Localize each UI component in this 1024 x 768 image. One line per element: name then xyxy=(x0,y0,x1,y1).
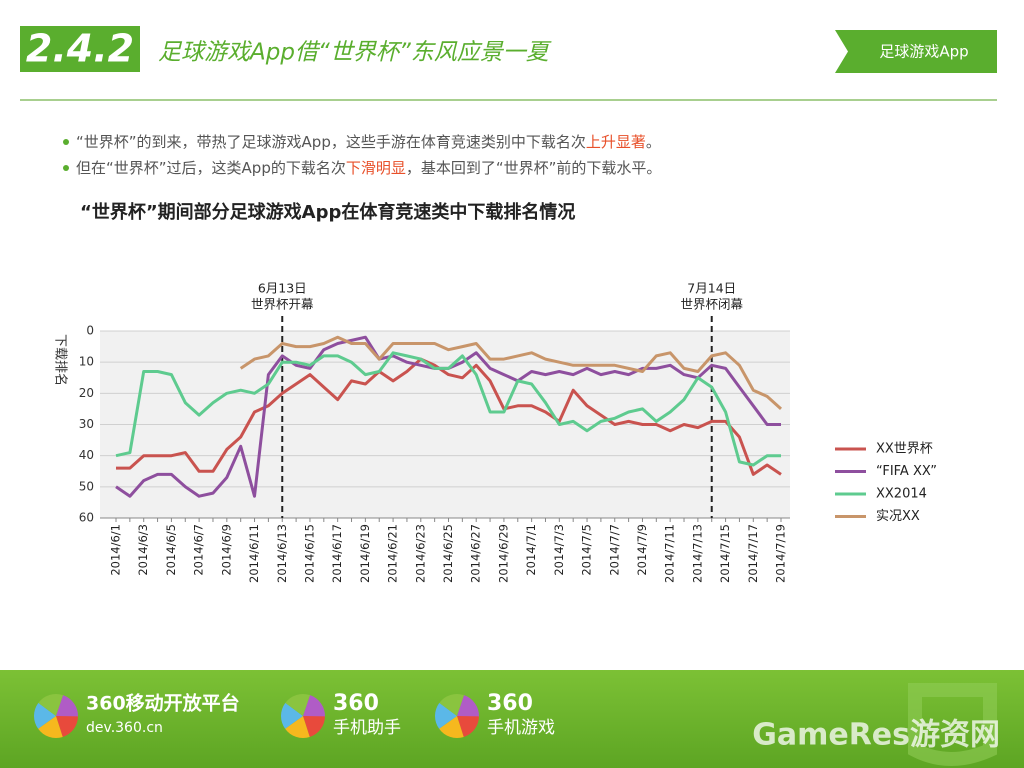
tag-shape xyxy=(835,30,997,73)
x-tick-label: 2014/7/1 xyxy=(524,524,538,576)
watermark: GameRes游资网 xyxy=(752,718,1000,753)
logo-petal xyxy=(38,694,64,716)
highlight: 上升显著 xyxy=(586,133,646,151)
x-tick-label: 2014/7/17 xyxy=(746,524,760,583)
x-tick-label: 2014/6/9 xyxy=(219,524,233,576)
logo-petal xyxy=(457,695,479,717)
x-tick-label: 2014/6/1 xyxy=(109,524,123,576)
bullet-dot xyxy=(63,139,69,145)
x-tick-label: 2014/7/13 xyxy=(690,524,704,583)
y-tick-label: 60 xyxy=(79,511,94,525)
logo-icon xyxy=(34,694,78,739)
x-tick-label: 2014/6/13 xyxy=(275,524,289,583)
x-tick-label: 2014/7/11 xyxy=(663,524,677,583)
footer-decoration xyxy=(908,683,997,766)
section-box xyxy=(20,26,140,72)
legend-label: 实况XX xyxy=(876,509,920,524)
bullet-part: 。 xyxy=(646,133,661,151)
x-tick-label: 2014/6/15 xyxy=(302,524,316,583)
bullet-part: ，基本回到了“世界杯”前的下载水平。 xyxy=(406,159,662,177)
x-tick-label: 2014/6/7 xyxy=(192,524,206,576)
logo-petal xyxy=(303,695,325,717)
logo-petal xyxy=(285,716,310,739)
logo-petal xyxy=(34,702,56,729)
x-tick-label: 2014/6/11 xyxy=(247,524,261,583)
logo-icon xyxy=(435,694,479,738)
logo-petal xyxy=(285,694,311,716)
tag: 足球游戏App xyxy=(879,43,968,61)
logo-name: 360 xyxy=(333,691,379,716)
logo-petal xyxy=(439,716,464,738)
logo-petal xyxy=(303,716,325,737)
y-tick-label: 30 xyxy=(79,417,94,431)
y-tick-label: 0 xyxy=(86,324,94,338)
x-tick-label: 2014/6/5 xyxy=(164,524,178,576)
event-label: 7月14日 xyxy=(687,281,736,296)
x-tick-label: 2014/7/7 xyxy=(607,524,621,576)
x-tick-label: 2014/6/27 xyxy=(469,524,483,583)
bullet-dot xyxy=(63,165,69,171)
footer-band xyxy=(0,670,1024,768)
bullet-text: “世界杯”的到来，带热了足球游戏App，这些手游在体育竞速类别中下载名次上升显著… xyxy=(76,133,661,151)
x-tick-label: 2014/6/17 xyxy=(330,524,344,583)
logo-sub: dev.360.cn xyxy=(86,720,163,736)
y-tick-label: 40 xyxy=(79,448,94,462)
y-tick-label: 10 xyxy=(79,355,94,369)
legend-label: XX世界杯 xyxy=(876,442,933,457)
chart-title: “世界杯”期间部分足球游戏App在体育竞速类中下载排名情况 xyxy=(80,201,575,223)
series-line xyxy=(239,335,783,411)
logo-petal xyxy=(281,702,303,729)
section-number: 2.4.2 xyxy=(26,27,134,71)
x-tick-label: 2014/7/3 xyxy=(552,524,566,576)
series-line xyxy=(115,351,781,467)
x-tick-label: 2014/7/9 xyxy=(635,524,649,576)
legend-label: “FIFA XX” xyxy=(876,464,937,479)
logo-icon xyxy=(281,694,325,739)
bullet-part: 但在“世界杯”过后，这类App的下载名次 xyxy=(76,159,346,177)
logo-sub: 手机游戏 xyxy=(487,718,555,738)
logo-sub: 手机助手 xyxy=(333,718,401,738)
x-tick-label: 2014/6/3 xyxy=(136,524,150,576)
legend-label: XX2014 xyxy=(876,487,927,502)
highlight: 下滑明显 xyxy=(346,159,406,177)
logo-name: 360移动开放平台 xyxy=(86,692,240,715)
bullet-part: “世界杯”的到来，带热了足球游戏App，这些手游在体育竞速类别中下载名次 xyxy=(76,133,586,151)
x-tick-label: 2014/6/21 xyxy=(386,524,400,583)
bullet-text: 但在“世界杯”过后，这类App的下载名次下滑明显，基本回到了“世界杯”前的下载水… xyxy=(76,159,661,177)
x-tick-label: 2014/6/23 xyxy=(413,524,427,583)
y-axis-label: 下载排名 xyxy=(53,334,69,386)
logo-petal xyxy=(56,716,78,737)
event-label: 6月13日 xyxy=(258,281,307,296)
logo-petal xyxy=(56,695,78,717)
logo-petal xyxy=(439,694,465,716)
logo-petal xyxy=(38,716,63,739)
y-tick-label: 50 xyxy=(79,479,94,493)
event-label: 世界杯闭幕 xyxy=(680,297,743,312)
x-tick-label: 2014/6/19 xyxy=(358,524,372,583)
event-label: 世界杯开幕 xyxy=(251,297,314,312)
x-tick-label: 2014/7/19 xyxy=(774,524,788,583)
y-tick-label: 20 xyxy=(79,386,94,400)
x-tick-label: 2014/7/5 xyxy=(580,524,594,576)
x-tick-label: 2014/6/29 xyxy=(496,524,510,583)
logo-petal xyxy=(457,716,479,737)
x-tick-label: 2014/6/25 xyxy=(441,524,455,583)
series-line xyxy=(116,357,782,476)
logo-name: 360 xyxy=(487,691,533,716)
x-tick-label: 2014/7/15 xyxy=(718,524,732,583)
logo-petal xyxy=(435,702,457,729)
slide-title: 足球游戏App借“世界杯”东风应景一夏 xyxy=(158,40,552,66)
